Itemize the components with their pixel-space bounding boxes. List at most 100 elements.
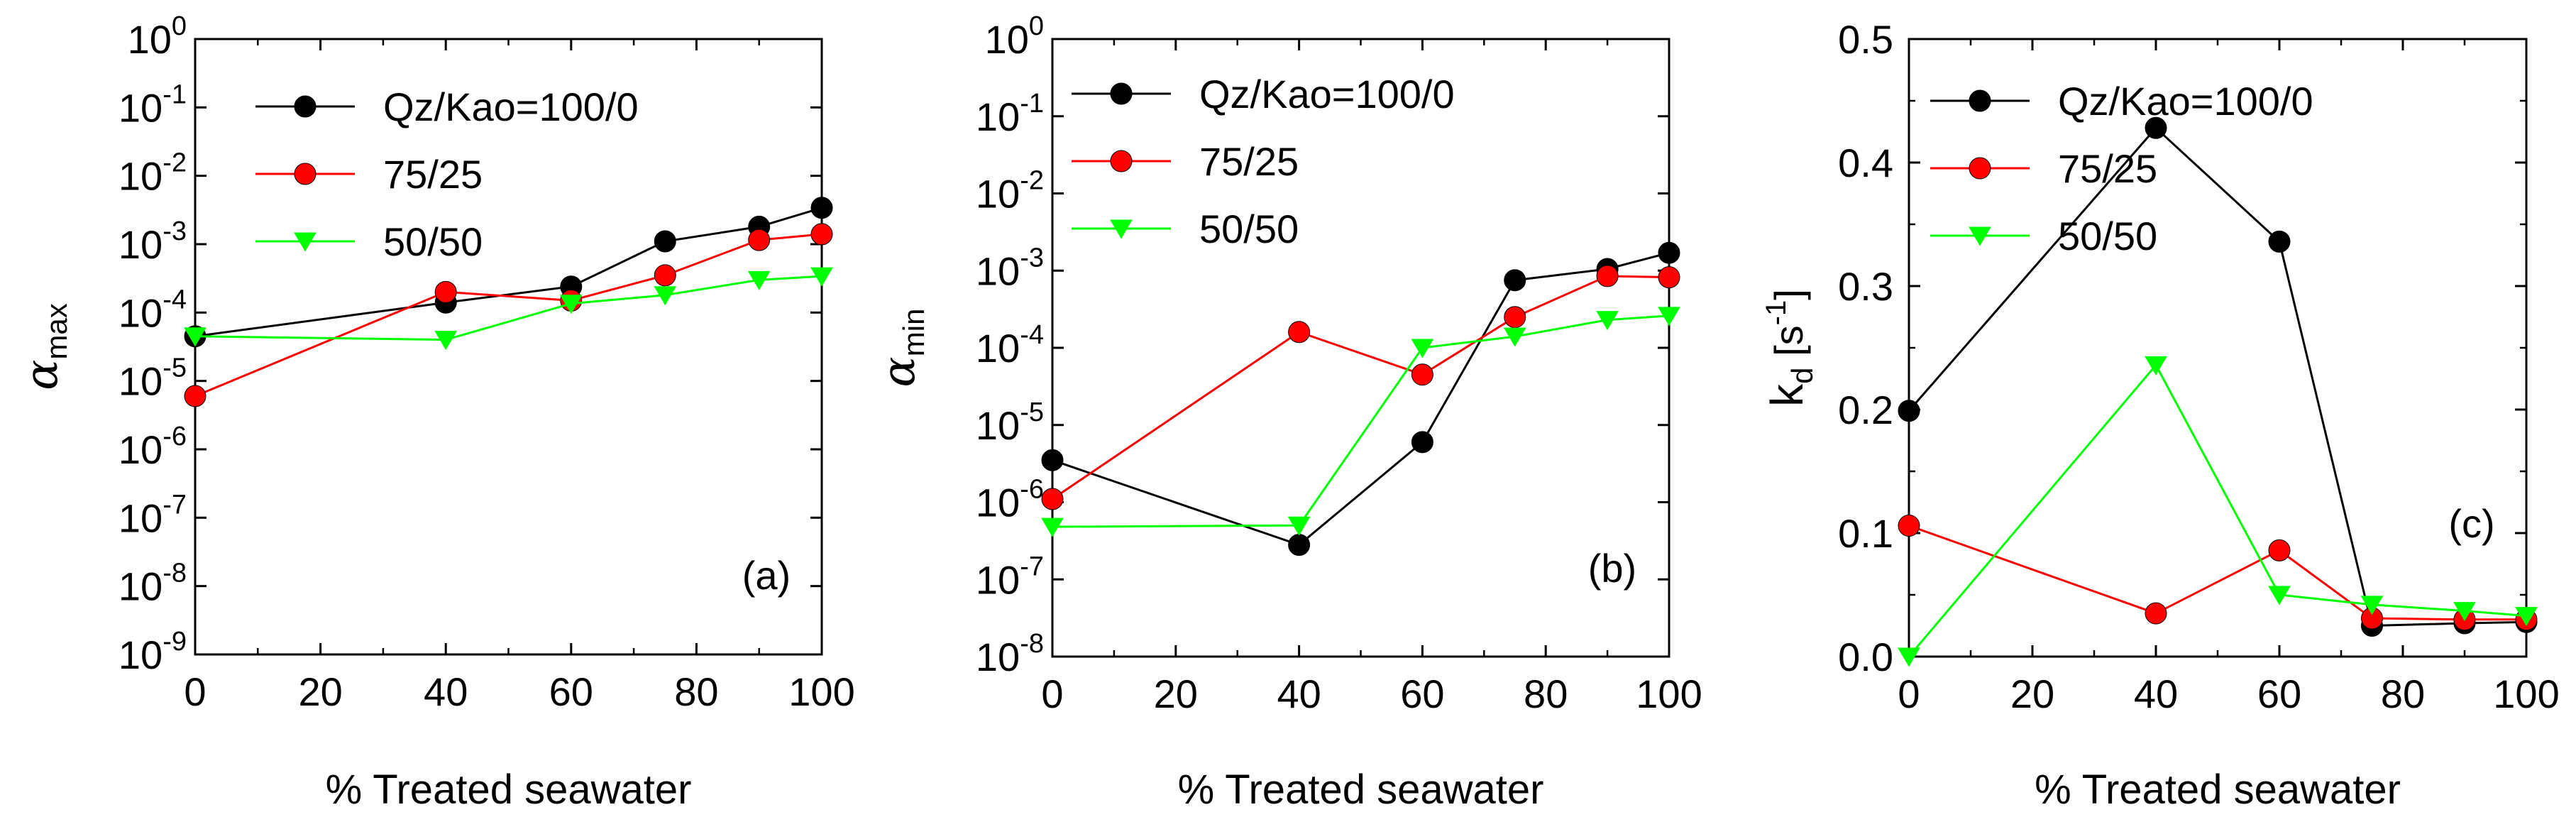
y-tick-exponent: -5 xyxy=(163,353,187,383)
y-tick-label: 10-5 xyxy=(976,397,1044,448)
x-axis-label: % Treated seawater xyxy=(326,767,692,813)
y-tick-label: 10-9 xyxy=(119,627,187,677)
legend-label: Qz/Kao=100/0 xyxy=(383,84,639,129)
x-tick-label: 100 xyxy=(2493,671,2559,716)
panel-label: (b) xyxy=(1588,546,1636,591)
x-tick-label: 80 xyxy=(674,669,718,714)
data-point xyxy=(434,280,457,303)
y-tick-label: 0.4 xyxy=(1838,141,1893,185)
y-tick-exponent: -7 xyxy=(163,490,187,520)
data-point xyxy=(1041,449,1064,471)
x-tick-label: 0 xyxy=(184,669,206,714)
data-point xyxy=(654,286,677,306)
legend-label: 50/50 xyxy=(2058,214,2157,258)
x-axis-label: % Treated seawater xyxy=(1178,767,1544,813)
x-tick-label: 60 xyxy=(2257,671,2301,716)
data-point xyxy=(2268,539,2291,561)
legend-marker xyxy=(294,163,317,185)
y-tick-exponent: -3 xyxy=(163,216,187,246)
data-point xyxy=(2145,356,2167,375)
chart-panel-c: 0 20 40 60 80 100 0.0 0.1 0.2 0.3 0.4 0.5 % Treated … xyxy=(1761,17,2560,813)
series-line xyxy=(1908,525,2526,621)
plot-frame xyxy=(1908,38,2528,658)
y-axis-symbol: α xyxy=(873,356,925,387)
y-tick-label: 10-8 xyxy=(119,559,187,609)
x-tick-label: 80 xyxy=(2381,671,2425,716)
y-tick-exponent: -6 xyxy=(1020,475,1044,505)
y-tick-label: 10-4 xyxy=(976,320,1044,371)
data-point xyxy=(1898,647,1920,667)
y-axis-label: kd [s-1] xyxy=(1761,289,1819,407)
data-point xyxy=(1898,515,1920,537)
data-point xyxy=(2145,602,2167,625)
data-point xyxy=(1411,363,1433,386)
series-1 xyxy=(184,223,833,407)
x-tick-label: 40 xyxy=(1277,671,1321,716)
data-point xyxy=(1041,517,1064,537)
y-axis-label: αmin xyxy=(873,309,930,388)
x-tick-label: 0 xyxy=(1041,671,1063,716)
x-tick-label: 60 xyxy=(549,669,593,714)
data-point xyxy=(1504,269,1526,292)
y-tick-label: 0.2 xyxy=(1838,388,1893,432)
data-point xyxy=(1288,321,1311,344)
series-0 xyxy=(184,197,833,348)
chart-panel-b: 0 20 40 60 80 100 100 10-1 10-2 10-3 10-4 10-5 10-6 1… xyxy=(873,11,1702,813)
y-axis-unit-exponent: -1 xyxy=(1761,300,1792,326)
data-point xyxy=(184,385,207,407)
y-tick-exponent: -8 xyxy=(1020,629,1044,659)
series-0 xyxy=(1898,116,2538,637)
series-line xyxy=(1052,275,1670,500)
legend-marker xyxy=(294,232,317,252)
y-tick-exponent: 0 xyxy=(1029,11,1044,41)
series-0 xyxy=(1041,241,1680,556)
y-axis-symbol: k xyxy=(1761,383,1812,407)
x-tick-label: 60 xyxy=(1400,671,1444,716)
y-tick-exponent: -1 xyxy=(163,79,187,109)
y-tick-label: 10-7 xyxy=(976,552,1044,602)
data-point xyxy=(1288,534,1311,556)
y-tick-label: 10-2 xyxy=(119,148,187,199)
series-2 xyxy=(184,267,833,351)
y-tick-exponent: -2 xyxy=(163,148,187,178)
x-tick-label: 100 xyxy=(788,669,854,714)
series-2 xyxy=(1041,307,1680,537)
legend-label: 75/25 xyxy=(1199,139,1299,184)
data-point xyxy=(810,223,833,246)
x-tick-label: 20 xyxy=(298,669,342,714)
data-point xyxy=(2268,230,2291,253)
legend-marker xyxy=(1969,89,1991,112)
y-axis-unit: [s xyxy=(1766,325,1811,367)
data-point xyxy=(2360,596,2384,615)
y-tick-exponent: -9 xyxy=(163,627,187,657)
x-axis-label: % Treated seawater xyxy=(2035,767,2401,813)
y-tick-label: 10-1 xyxy=(119,79,187,130)
legend-marker xyxy=(1969,226,1991,246)
data-point xyxy=(184,327,207,347)
y-tick-exponent: -5 xyxy=(1020,397,1044,427)
y-tick-label: 10-2 xyxy=(976,166,1044,216)
y-tick-exponent: -6 xyxy=(163,422,187,451)
legend-label: 50/50 xyxy=(383,219,483,264)
y-axis-symbol: α xyxy=(16,360,68,390)
legend-label: 75/25 xyxy=(2058,146,2157,191)
y-tick-label: 10-4 xyxy=(119,285,187,335)
y-tick-exponent: -1 xyxy=(1020,89,1044,119)
series-line xyxy=(194,207,822,338)
y-tick-label: 100 xyxy=(128,11,187,62)
y-axis-subscript: d xyxy=(1785,367,1819,383)
data-point xyxy=(810,197,833,219)
series-2 xyxy=(1898,356,2538,667)
y-tick-label: 10-6 xyxy=(976,475,1044,525)
data-point xyxy=(1411,431,1433,454)
y-tick-exponent: -3 xyxy=(1020,243,1044,273)
legend-label: 75/25 xyxy=(383,152,483,197)
legend-marker xyxy=(1110,82,1133,105)
legend-marker xyxy=(1110,219,1133,239)
y-tick-label: 0.1 xyxy=(1838,511,1893,556)
data-point xyxy=(1504,306,1526,329)
series-line xyxy=(1908,363,2527,657)
y-axis-label: αmax xyxy=(16,303,73,390)
legend: Qz/Kao=100/0 75/25 50/50 xyxy=(255,84,639,264)
